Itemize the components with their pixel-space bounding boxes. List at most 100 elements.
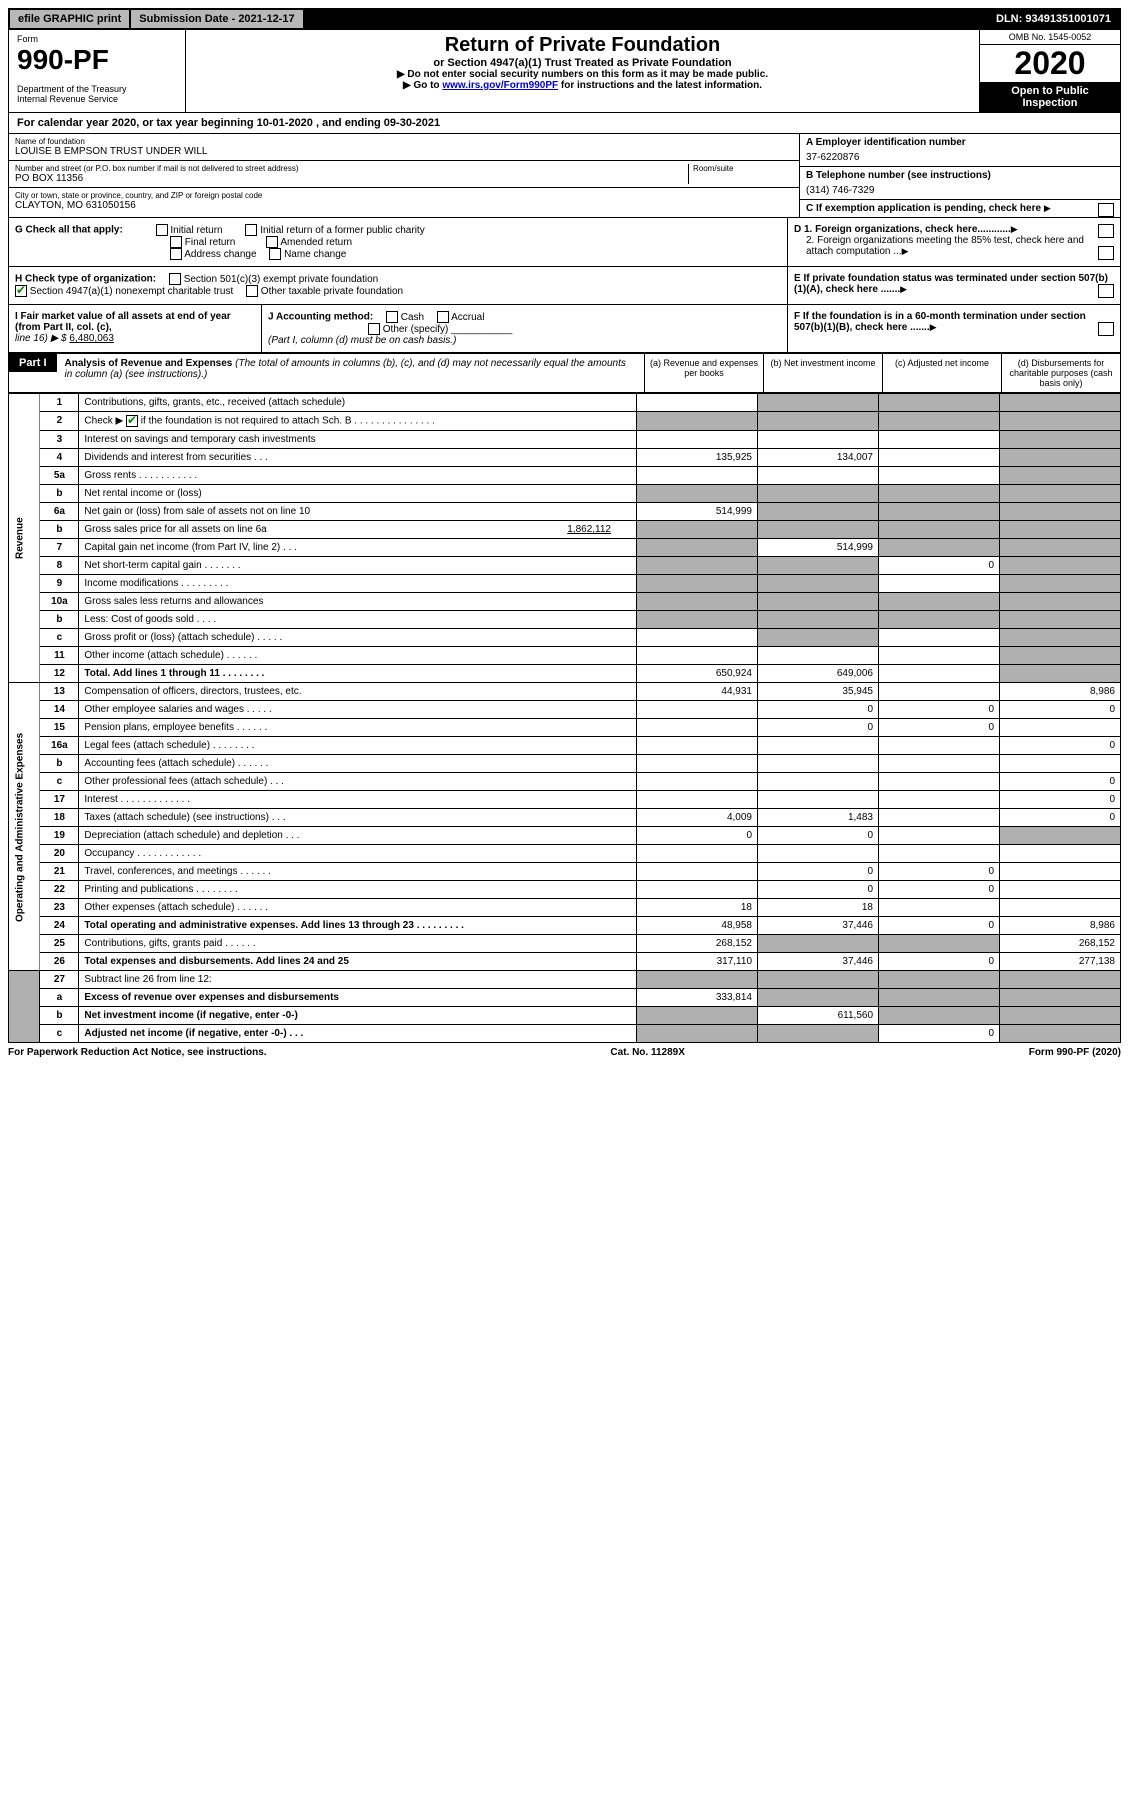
col-c: (c) Adjusted net income	[882, 354, 1001, 392]
g-address-change[interactable]	[170, 248, 182, 260]
form-label: Form	[17, 34, 177, 44]
footer-right: Form 990-PF (2020)	[1029, 1047, 1121, 1058]
table-row: 6aNet gain or (loss) from sale of assets…	[9, 503, 1121, 521]
calendar-year: For calendar year 2020, or tax year begi…	[8, 113, 1121, 134]
expenses-side-label: Operating and Administrative Expenses	[9, 683, 40, 971]
table-row: 10aGross sales less returns and allowanc…	[9, 593, 1121, 611]
dln-label: DLN: 93491351001071	[988, 10, 1119, 28]
g-name-change[interactable]	[269, 248, 281, 260]
table-row: 23Other expenses (attach schedule) . . .…	[9, 899, 1121, 917]
year-box: OMB No. 1545-0052 2020 Open to Public In…	[979, 30, 1120, 112]
submission-date: Submission Date - 2021-12-17	[131, 10, 302, 28]
table-row: bLess: Cost of goods sold . . . .	[9, 611, 1121, 629]
h-4947a1[interactable]	[15, 285, 27, 297]
main-title: Return of Private Foundation	[190, 34, 975, 57]
table-row: cGross profit or (loss) (attach schedule…	[9, 629, 1121, 647]
table-row: 14Other employee salaries and wages . . …	[9, 701, 1121, 719]
table-row: Revenue 1Contributions, gifts, grants, e…	[9, 394, 1121, 412]
d2-checkbox[interactable]	[1098, 246, 1114, 260]
revenue-side-label: Revenue	[9, 394, 40, 683]
table-row: 24Total operating and administrative exp…	[9, 917, 1121, 935]
city-label: City or town, state or province, country…	[15, 191, 793, 200]
table-row: 25Contributions, gifts, grants paid . . …	[9, 935, 1121, 953]
i-amount: 6,480,063	[69, 333, 114, 344]
j-accrual[interactable]	[437, 311, 449, 323]
f-checkbox[interactable]	[1098, 322, 1114, 336]
table-row: 3Interest on savings and temporary cash …	[9, 431, 1121, 449]
col-b: (b) Net investment income	[763, 354, 882, 392]
table-row: 15Pension plans, employee benefits . . .…	[9, 719, 1121, 737]
table-row: Operating and Administrative Expenses 13…	[9, 683, 1121, 701]
part1-label: Part I	[9, 354, 57, 372]
h-other-taxable[interactable]	[246, 285, 258, 297]
omb-label: OMB No. 1545-0052	[980, 30, 1120, 45]
g-amended[interactable]	[266, 236, 278, 248]
form-number-box: Form 990-PF Department of the Treasury I…	[9, 30, 186, 112]
open-public-label: Open to Public Inspection	[980, 82, 1120, 112]
h-501c3[interactable]	[169, 273, 181, 285]
i-section: I Fair market value of all assets at end…	[8, 305, 262, 353]
table-row: 8Net short-term capital gain . . . . . .…	[9, 557, 1121, 575]
g-initial-former[interactable]	[245, 224, 257, 236]
j-cash[interactable]	[386, 311, 398, 323]
city: CLAYTON, MO 631050156	[15, 200, 793, 211]
table-row: cOther professional fees (attach schedul…	[9, 773, 1121, 791]
efile-label: efile GRAPHIC print	[10, 10, 129, 28]
subtitle: or Section 4947(a)(1) Trust Treated as P…	[190, 57, 975, 69]
table-row: 12Total. Add lines 1 through 11 . . . . …	[9, 665, 1121, 683]
f-section: F If the foundation is in a 60-month ter…	[788, 305, 1121, 353]
instr-1: ▶ Do not enter social security numbers o…	[190, 69, 975, 80]
table-row: 27Subtract line 26 from line 12:	[9, 971, 1121, 989]
addr-label: Number and street (or P.O. box number if…	[15, 164, 688, 173]
g-final-return[interactable]	[170, 236, 182, 248]
g-initial-return[interactable]	[156, 224, 168, 236]
year-label: 2020	[980, 45, 1120, 82]
footer-mid: Cat. No. 11289X	[610, 1047, 684, 1058]
instr-2: ▶ Go to www.irs.gov/Form990PF for instru…	[190, 80, 975, 91]
table-row: 7Capital gain net income (from Part IV, …	[9, 539, 1121, 557]
j-other[interactable]	[368, 323, 380, 335]
form-number: 990-PF	[17, 44, 177, 76]
j-section: J Accounting method: Cash Accrual Other …	[262, 305, 788, 353]
instr-link[interactable]: www.irs.gov/Form990PF	[442, 80, 558, 91]
title-box: Return of Private Foundation or Section …	[186, 30, 979, 112]
table-row: 4Dividends and interest from securities …	[9, 449, 1121, 467]
table-row: 11Other income (attach schedule) . . . .…	[9, 647, 1121, 665]
info-grid: Name of foundation LOUISE B EMPSON TRUST…	[8, 134, 1121, 218]
c-checkbox[interactable]	[1098, 203, 1114, 217]
h-section: H Check type of organization: Section 50…	[8, 267, 788, 305]
table-row: 20Occupancy . . . . . . . . . . . .	[9, 845, 1121, 863]
ein-label: A Employer identification number	[806, 137, 1114, 148]
ein: 37-6220876	[806, 148, 1114, 163]
name-label: Name of foundation	[15, 137, 793, 146]
table-row: bNet rental income or (loss)	[9, 485, 1121, 503]
form-header: Form 990-PF Department of the Treasury I…	[8, 30, 1121, 113]
c-label: C If exemption application is pending, c…	[806, 203, 1041, 214]
foundation-name: LOUISE B EMPSON TRUST UNDER WILL	[15, 146, 793, 157]
table-row: 22Printing and publications . . . . . . …	[9, 881, 1121, 899]
table-row: bAccounting fees (attach schedule) . . .…	[9, 755, 1121, 773]
schb-checkbox[interactable]	[126, 415, 138, 427]
g-section: G Check all that apply: Initial return I…	[8, 218, 788, 267]
table-row: 26Total expenses and disbursements. Add …	[9, 953, 1121, 971]
phone-label: B Telephone number (see instructions)	[806, 170, 1114, 181]
room-label: Room/suite	[693, 164, 793, 173]
table-row: bGross sales price for all assets on lin…	[9, 521, 1121, 539]
table-row: 2Check ▶ if the foundation is not requir…	[9, 412, 1121, 431]
table-row: cAdjusted net income (if negative, enter…	[9, 1025, 1121, 1043]
footer: For Paperwork Reduction Act Notice, see …	[8, 1043, 1121, 1058]
table-row: bNet investment income (if negative, ent…	[9, 1007, 1121, 1025]
col-a: (a) Revenue and expenses per books	[644, 354, 763, 392]
table-row: 21Travel, conferences, and meetings . . …	[9, 863, 1121, 881]
part1-header: Part I Analysis of Revenue and Expenses …	[8, 353, 1121, 393]
table-row: aExcess of revenue over expenses and dis…	[9, 989, 1121, 1007]
footer-left: For Paperwork Reduction Act Notice, see …	[8, 1047, 267, 1058]
table-row: 5aGross rents . . . . . . . . . . .	[9, 467, 1121, 485]
data-table: Revenue 1Contributions, gifts, grants, e…	[8, 393, 1121, 1043]
e-checkbox[interactable]	[1098, 284, 1114, 298]
d1-checkbox[interactable]	[1098, 224, 1114, 238]
top-bar: efile GRAPHIC print Submission Date - 20…	[8, 8, 1121, 30]
table-row: 18Taxes (attach schedule) (see instructi…	[9, 809, 1121, 827]
col-d: (d) Disbursements for charitable purpose…	[1001, 354, 1120, 392]
phone: (314) 746-7329	[806, 181, 1114, 196]
